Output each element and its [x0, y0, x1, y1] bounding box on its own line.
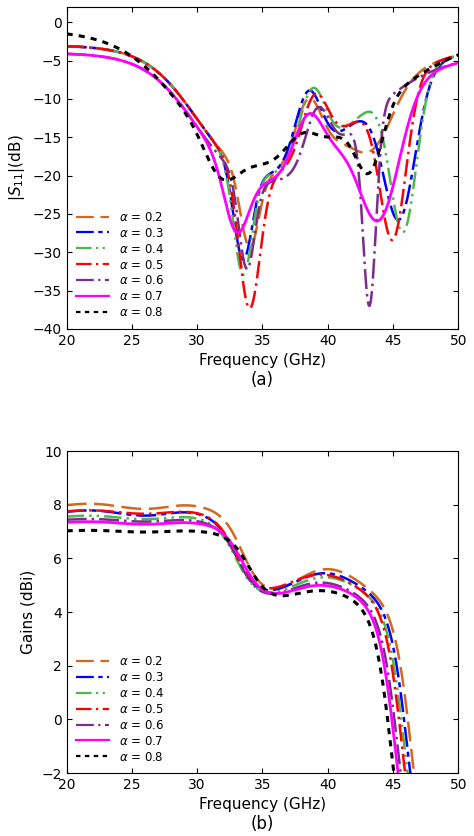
Text: (b): (b)	[251, 815, 274, 833]
Legend: $\alpha$ = 0.2, $\alpha$ = 0.3, $\alpha$ = 0.4, $\alpha$ = 0.5, $\alpha$ = 0.6, : $\alpha$ = 0.2, $\alpha$ = 0.3, $\alpha$…	[73, 207, 167, 323]
Y-axis label: Gains (dBi): Gains (dBi)	[21, 570, 36, 655]
X-axis label: Frequency (GHz): Frequency (GHz)	[199, 798, 326, 813]
Legend: $\alpha$ = 0.2, $\alpha$ = 0.3, $\alpha$ = 0.4, $\alpha$ = 0.5, $\alpha$ = 0.6, : $\alpha$ = 0.2, $\alpha$ = 0.3, $\alpha$…	[73, 651, 167, 767]
Text: (a): (a)	[251, 370, 274, 389]
X-axis label: Frequency (GHz): Frequency (GHz)	[199, 354, 326, 368]
Y-axis label: $|S_{11}|$(dB): $|S_{11}|$(dB)	[7, 135, 27, 201]
